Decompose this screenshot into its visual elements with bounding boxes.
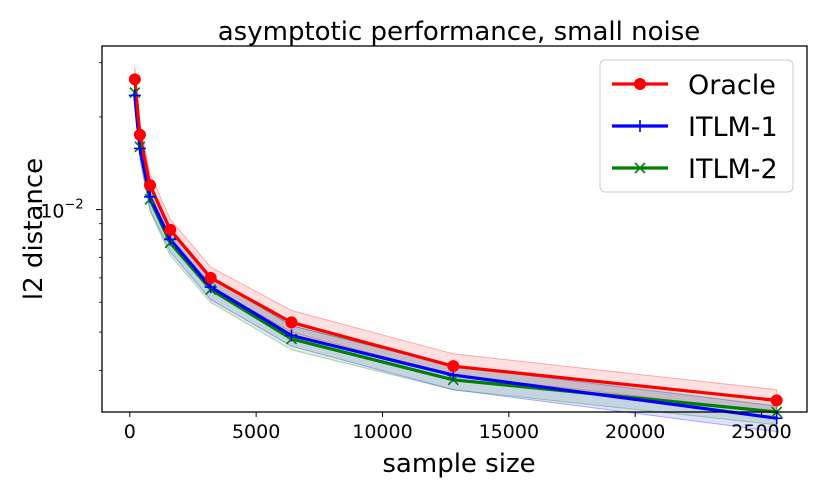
legend-marker-itlm-2-b [634,162,646,174]
point-oracle-2 [144,179,157,192]
legend-box [599,59,794,193]
point-oracle-4 [204,271,217,284]
legend-label-itlm-1: ITLM-1 [688,112,778,143]
point-oracle-7 [770,394,783,407]
chart-title: asymptotic performance, small noise [218,17,701,47]
x-tick-label-2: 10000 [352,421,412,443]
y-axis-ticks: 10−2 [40,62,102,371]
legend: Oracle ITLM-1 ITLM-2 [599,59,794,193]
point-oracle-0 [128,73,141,86]
legend-marker-itlm-1 [634,120,646,132]
legend-marker-itlm-2 [634,162,646,174]
point-oracle-3 [164,223,177,236]
x-axis-ticks: 0 5000 10000 15000 20000 25000 [124,412,792,443]
point-oracle-6 [447,360,460,373]
plot-frame [101,45,808,413]
legend-label-oracle: Oracle [688,70,776,101]
series-markers [128,73,783,425]
series-lines [133,77,779,420]
x-tick-label-1: 5000 [232,421,280,443]
point-itlm-1-0 [128,89,141,102]
point-itlm-1-2 [144,190,157,203]
y-tick-label-0: 10−2 [40,198,83,223]
point-oracle-1 [133,128,146,141]
y-axis-label: l2 distance [19,158,49,300]
point-oracle-5 [285,316,298,329]
legend-label-itlm-2: ITLM-2 [688,154,778,185]
line-itlm-1 [133,93,779,420]
x-tick-label-4: 20000 [605,421,665,443]
line-oracle [133,77,779,402]
point-itlm-1-1 [133,142,146,155]
point-itlm-1-5 [285,329,298,342]
x-tick-label-3: 15000 [479,421,539,443]
point-itlm-1-7 [770,412,783,425]
x-axis-label: sample size [382,449,535,479]
x-tick-label-5: 25000 [731,421,791,443]
legend-marker-oracle [634,78,646,90]
x-tick-label-0: 0 [124,421,136,443]
